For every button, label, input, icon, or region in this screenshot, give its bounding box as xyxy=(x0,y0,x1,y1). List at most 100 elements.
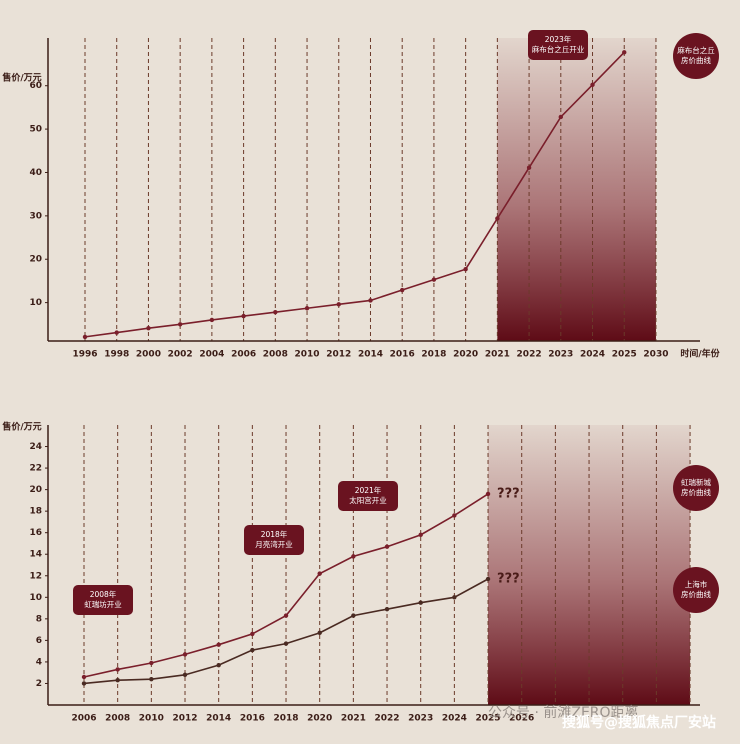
data-point xyxy=(400,287,405,293)
data-point xyxy=(81,681,87,686)
data-point xyxy=(216,642,221,647)
legend-label: 上海市 xyxy=(685,579,708,589)
x-tick-label: 1996 xyxy=(72,350,97,360)
x-tick-label: 2020 xyxy=(453,350,478,360)
data-point xyxy=(82,334,88,340)
data-point xyxy=(368,298,373,303)
y-tick-label: 2 xyxy=(36,679,42,689)
legend-label: 房价曲线 xyxy=(681,589,711,599)
x-tick-label: 2021 xyxy=(341,714,366,724)
legend-badge xyxy=(673,567,719,613)
data-point xyxy=(463,267,468,272)
y-tick-label: 50 xyxy=(29,125,42,135)
data-point xyxy=(485,491,491,497)
annotation-box xyxy=(73,585,133,615)
data-point xyxy=(149,660,154,666)
x-tick-label: 2024 xyxy=(580,350,605,360)
x-tick-label: 2016 xyxy=(240,714,265,724)
y-tick-label: 20 xyxy=(29,485,42,495)
annotation-text: 虹瑞坊开业 xyxy=(84,599,122,609)
x-tick-label: 2006 xyxy=(231,350,256,360)
x-tick-label: 2023 xyxy=(548,350,573,360)
y-tick-label: 18 xyxy=(29,507,42,517)
data-point xyxy=(250,647,255,653)
legend-badge xyxy=(673,465,719,511)
x-axis-title: 时间/年份 xyxy=(680,348,720,360)
data-point xyxy=(115,678,120,683)
x-tick-label: 2016 xyxy=(390,350,415,360)
data-point xyxy=(114,330,119,335)
legend-label: 房价曲线 xyxy=(681,55,711,65)
x-tick-label: 2023 xyxy=(408,714,433,724)
data-point xyxy=(317,630,322,636)
x-tick-label: 2012 xyxy=(326,350,351,360)
data-point xyxy=(431,277,437,282)
end-label: ??? xyxy=(497,486,520,501)
y-axis-title: 售价/万元 xyxy=(1,72,41,84)
annotation-text: 2008年 xyxy=(90,589,117,599)
data-point xyxy=(146,326,151,331)
annotation-text: 2018年 xyxy=(261,529,288,539)
data-point xyxy=(177,322,183,327)
annotation-text: 2023年 xyxy=(545,34,572,44)
annotation-box xyxy=(528,30,588,60)
x-tick-label: 2010 xyxy=(139,714,164,724)
x-tick-label: 2002 xyxy=(168,350,193,360)
data-point xyxy=(273,309,278,315)
data-point xyxy=(351,554,356,559)
annotation-text: 月亮湾开业 xyxy=(255,539,293,549)
x-tick-label: 2004 xyxy=(199,350,224,360)
data-point xyxy=(81,674,87,680)
x-tick-label: 2014 xyxy=(206,714,231,724)
annotation-text: 2021年 xyxy=(355,485,382,495)
y-tick-label: 22 xyxy=(29,464,42,474)
y-tick-label: 16 xyxy=(29,528,42,538)
x-tick-label: 2018 xyxy=(421,350,446,360)
annotation-text: 太阳宫开业 xyxy=(349,495,387,505)
y-tick-label: 12 xyxy=(29,571,42,581)
legend-label: 麻布台之丘 xyxy=(677,45,715,55)
data-point xyxy=(336,302,341,307)
x-tick-label: 2022 xyxy=(374,714,399,724)
y-tick-label: 10 xyxy=(29,298,42,308)
y-tick-label: 4 xyxy=(36,657,42,667)
data-point xyxy=(622,50,627,55)
y-axis-title: 售价/万元 xyxy=(1,421,41,433)
data-point xyxy=(304,306,310,311)
x-tick-label: 1998 xyxy=(104,350,129,360)
legend-label: 房价曲线 xyxy=(681,487,711,497)
watermark: 搜狐号@搜狐焦点厂安站 xyxy=(562,714,716,731)
data-point xyxy=(283,641,289,646)
x-tick-label: 2022 xyxy=(517,350,542,360)
data-point xyxy=(495,216,500,221)
x-tick-label: 2008 xyxy=(105,714,130,724)
series-line xyxy=(84,51,625,338)
y-tick-label: 30 xyxy=(29,211,42,221)
x-tick-label: 2000 xyxy=(136,350,161,360)
data-point xyxy=(351,613,356,618)
x-tick-label: 2021 xyxy=(485,350,510,360)
watermark: 公众号 · 前滩ZERO距离 xyxy=(488,704,639,721)
annotation-text: 麻布台之丘开业 xyxy=(532,44,585,54)
end-label: ??? xyxy=(497,572,520,587)
data-point xyxy=(182,652,188,657)
data-point xyxy=(452,513,457,518)
data-point xyxy=(182,672,188,678)
data-point xyxy=(590,82,595,88)
x-tick-label: 2010 xyxy=(295,350,320,360)
x-tick-label: 2020 xyxy=(307,714,332,724)
x-tick-label: 2014 xyxy=(358,350,383,360)
data-point xyxy=(317,571,322,576)
data-point xyxy=(558,114,563,120)
y-tick-label: 6 xyxy=(36,636,42,646)
x-tick-label: 2006 xyxy=(71,714,96,724)
data-point xyxy=(384,544,390,549)
y-tick-label: 14 xyxy=(29,550,42,560)
x-tick-label: 2030 xyxy=(643,350,668,360)
x-tick-label: 2025 xyxy=(476,714,501,724)
y-tick-label: 10 xyxy=(29,593,42,603)
data-point xyxy=(149,676,154,682)
y-tick-label: 8 xyxy=(36,614,42,624)
shaded-region xyxy=(497,38,656,341)
